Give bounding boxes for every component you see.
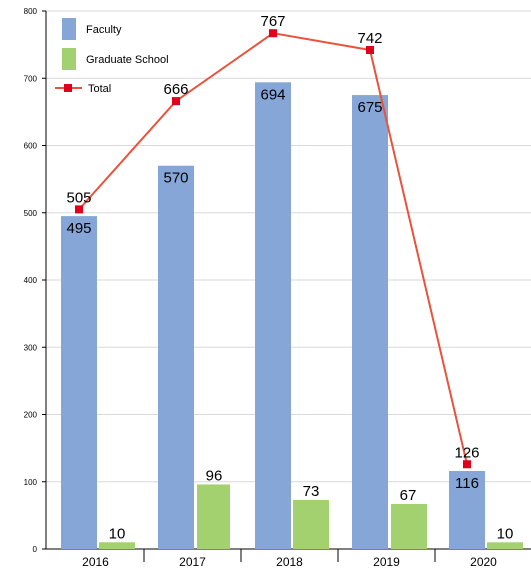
bar-faculty — [61, 216, 97, 550]
legend-swatch-faculty — [62, 18, 76, 40]
y-tick-label: 300 — [24, 343, 38, 352]
total-marker — [172, 97, 180, 106]
graduate-value-label: 10 — [497, 525, 514, 542]
bar-graduate-school — [391, 503, 427, 549]
bar-graduate-school — [293, 499, 329, 549]
x-tick-label: 2018 — [276, 555, 303, 569]
y-tick-label: 700 — [24, 74, 38, 83]
faculty-value-label: 570 — [163, 170, 188, 187]
graduate-value-label: 96 — [206, 467, 223, 484]
total-line — [75, 29, 471, 469]
data-labels: 495 10 570 96 694 73 675 67 116 10 505 666 767 742 126 — [66, 13, 513, 542]
faculty-value-label: 694 — [260, 86, 285, 103]
y-tick-label: 400 — [24, 276, 38, 285]
bar-faculty — [158, 165, 194, 550]
legend-marker-total — [64, 84, 72, 92]
y-tick-label: 500 — [24, 209, 38, 218]
y-tick-label: 600 — [24, 142, 38, 151]
bar-faculty — [352, 95, 388, 549]
total-marker — [463, 460, 471, 469]
y-tick-label: 0 — [33, 545, 38, 554]
faculty-value-label: 675 — [357, 99, 382, 116]
total-marker — [269, 29, 277, 38]
bar-faculty — [255, 82, 291, 549]
total-marker — [75, 205, 83, 214]
bar-graduate-school — [487, 542, 523, 549]
total-marker — [366, 46, 374, 55]
bar-graduate-school — [197, 484, 230, 549]
y-tick-label: 800 — [24, 7, 38, 16]
graduate-value-label: 10 — [109, 525, 126, 542]
total-value-label: 505 — [66, 189, 91, 206]
faculty-value-label: 116 — [455, 475, 479, 492]
bar-faculty — [449, 470, 485, 549]
bar-graduate-school — [99, 542, 135, 549]
total-value-label: 742 — [357, 30, 382, 47]
faculty-value-label: 495 — [66, 220, 91, 237]
graduate-value-label: 67 — [400, 487, 417, 504]
legend-label-faculty: Faculty — [86, 24, 122, 36]
total-value-label: 126 — [454, 444, 479, 461]
x-tick-label: 2020 — [470, 555, 497, 569]
legend-swatch-graduate-school — [62, 48, 76, 70]
legend: Faculty Graduate School Total — [55, 18, 169, 95]
graduate-value-label: 73 — [303, 483, 320, 500]
y-tick-label: 100 — [24, 478, 38, 487]
x-tick-label: 2017 — [179, 555, 206, 569]
total-value-label: 767 — [260, 13, 285, 30]
bars — [61, 82, 523, 550]
total-value-label: 666 — [163, 81, 188, 98]
x-tick-label: 2016 — [82, 555, 109, 569]
y-tick-label: 200 — [24, 411, 38, 420]
legend-label-total: Total — [88, 83, 111, 95]
legend-label-graduate-school: Graduate School — [86, 54, 169, 66]
x-tick-label: 2019 — [373, 555, 400, 569]
